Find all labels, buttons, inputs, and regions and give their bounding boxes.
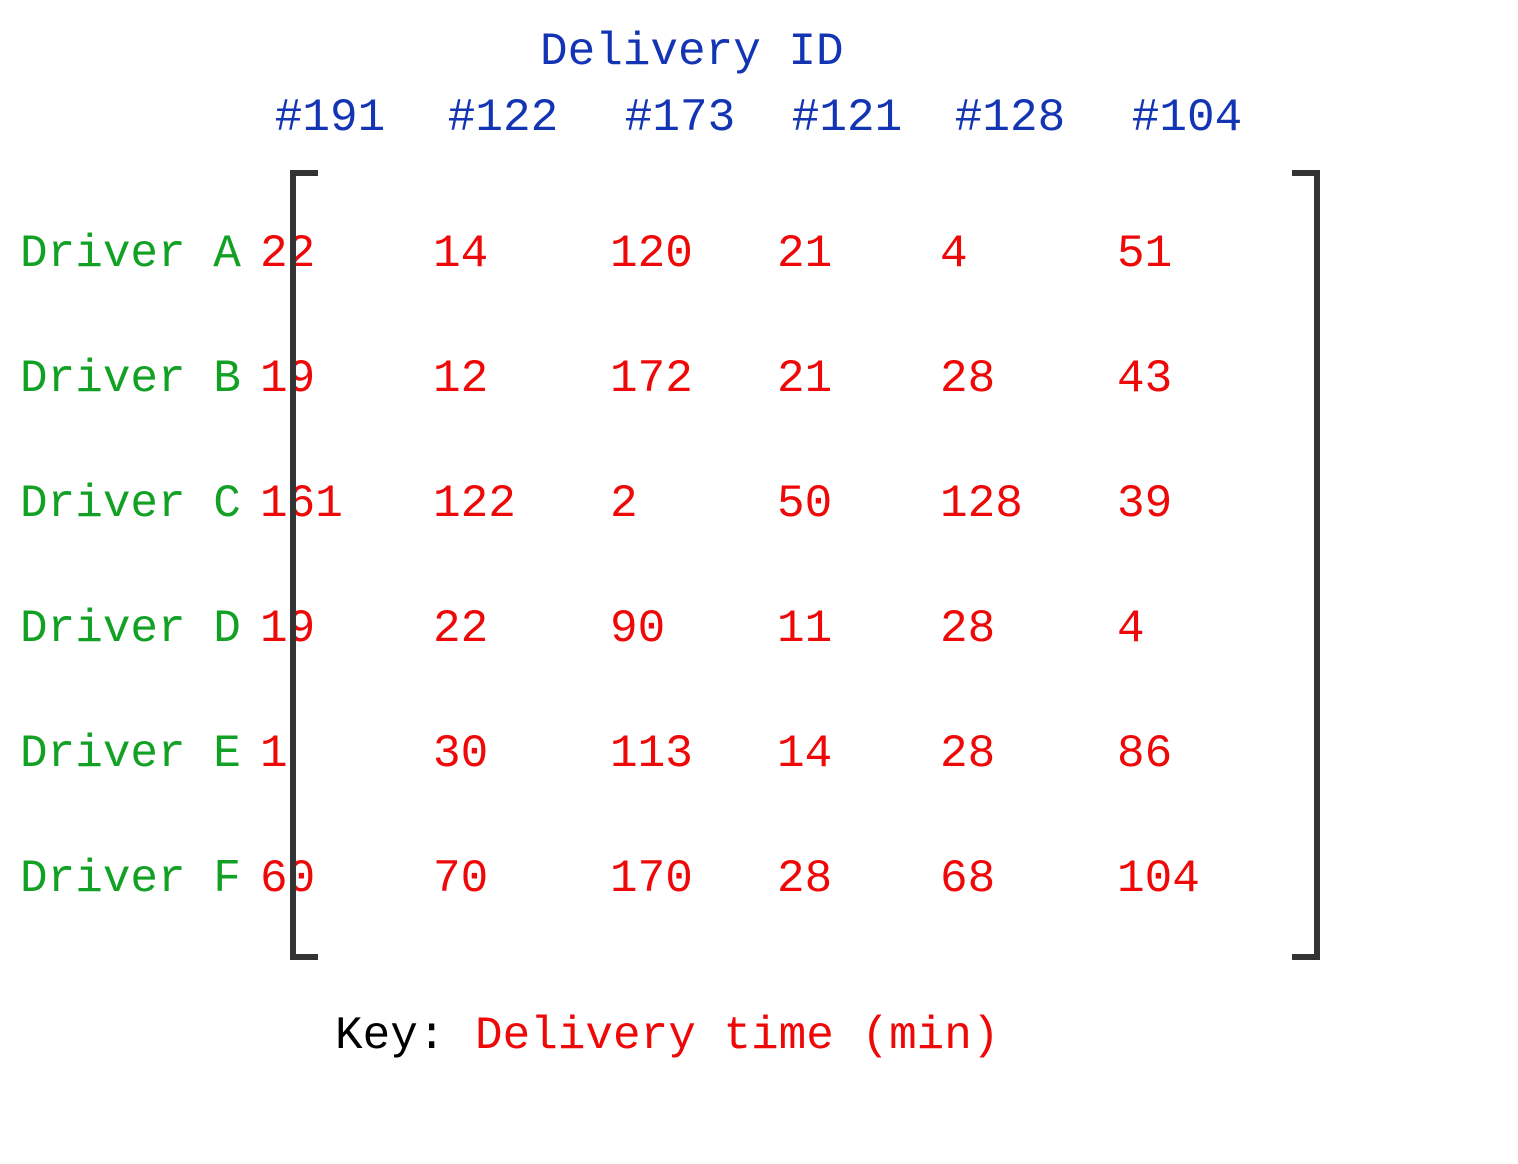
column-header-5: #104 (1107, 92, 1267, 144)
cell-1-0: 19 (260, 353, 315, 405)
column-header-2: #173 (600, 92, 760, 144)
row-label-2: Driver C (20, 478, 241, 530)
cell-1-5: 43 (1117, 353, 1172, 405)
right-bracket-top-notch (1292, 170, 1320, 176)
cell-2-4: 128 (940, 478, 1023, 530)
cell-2-2: 2 (610, 478, 638, 530)
cell-0-3: 21 (777, 228, 832, 280)
cell-1-1: 12 (433, 353, 488, 405)
key-value: Delivery time (min) (475, 1010, 1000, 1062)
cell-0-0: 22 (260, 228, 315, 280)
cell-4-3: 14 (777, 728, 832, 780)
cell-2-5: 39 (1117, 478, 1172, 530)
cell-2-1: 122 (433, 478, 516, 530)
cell-3-0: 19 (260, 603, 315, 655)
cell-1-3: 21 (777, 353, 832, 405)
cell-3-5: 4 (1117, 603, 1145, 655)
row-label-4: Driver E (20, 728, 241, 780)
row-label-5: Driver F (20, 853, 241, 905)
row-label-1: Driver B (20, 353, 241, 405)
cell-3-1: 22 (433, 603, 488, 655)
left-bracket-top-notch (290, 170, 318, 176)
cell-4-1: 30 (433, 728, 488, 780)
cell-1-2: 172 (610, 353, 693, 405)
cell-2-3: 50 (777, 478, 832, 530)
column-axis-title: Delivery ID (540, 26, 844, 78)
row-label-0: Driver A (20, 228, 241, 280)
cell-2-0: 161 (260, 478, 343, 530)
left-bracket-vertical (290, 170, 296, 960)
cell-0-2: 120 (610, 228, 693, 280)
cell-4-0: 1 (260, 728, 288, 780)
cell-4-5: 86 (1117, 728, 1172, 780)
cell-5-1: 70 (433, 853, 488, 905)
cell-4-2: 113 (610, 728, 693, 780)
cell-1-4: 28 (940, 353, 995, 405)
key-label: Key: (335, 1010, 445, 1062)
cell-5-3: 28 (777, 853, 832, 905)
row-label-3: Driver D (20, 603, 241, 655)
column-header-3: #121 (767, 92, 927, 144)
cell-3-4: 28 (940, 603, 995, 655)
matrix-figure: Delivery ID #191 #122 #173 #121 #128 #10… (0, 0, 1518, 1164)
cell-5-4: 68 (940, 853, 995, 905)
left-bracket-bottom-notch (290, 954, 318, 960)
cell-4-4: 28 (940, 728, 995, 780)
cell-5-2: 170 (610, 853, 693, 905)
cell-3-3: 11 (777, 603, 832, 655)
cell-5-0: 60 (260, 853, 315, 905)
column-header-1: #122 (423, 92, 583, 144)
column-header-0: #191 (250, 92, 410, 144)
cell-3-2: 90 (610, 603, 665, 655)
cell-0-4: 4 (940, 228, 968, 280)
right-bracket-bottom-notch (1292, 954, 1320, 960)
cell-0-1: 14 (433, 228, 488, 280)
right-bracket-vertical (1314, 170, 1320, 960)
column-header-4: #128 (930, 92, 1090, 144)
cell-0-5: 51 (1117, 228, 1172, 280)
cell-5-5: 104 (1117, 853, 1200, 905)
